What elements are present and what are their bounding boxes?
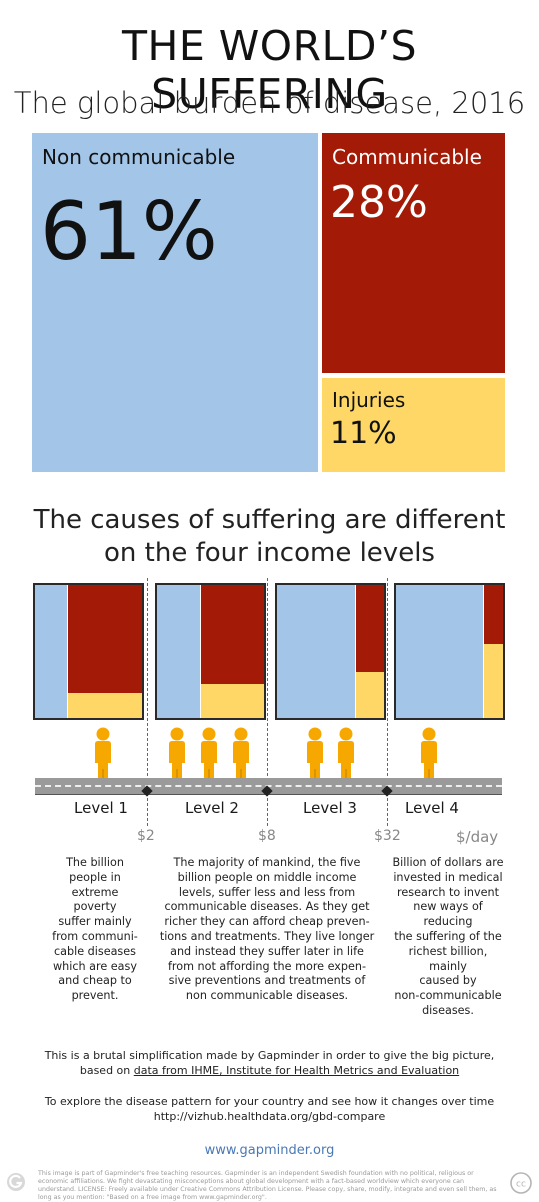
treemap-cell-injuries: Injuries 11% xyxy=(322,378,505,472)
license-credit-text: This image is part of Gapminder's free t… xyxy=(38,1170,497,1201)
gapminder-logo-icon xyxy=(7,1173,25,1191)
threshold-label-8: $8 xyxy=(258,828,276,844)
simplification-note: This is a brutal simplification made by … xyxy=(0,1048,539,1078)
page-subtitle: The global burden of disease, 2016 xyxy=(13,86,526,120)
threshold-unit-label: $/day xyxy=(456,828,499,846)
person-icon xyxy=(304,727,326,785)
income-panel-level-1 xyxy=(33,583,144,720)
page-title: THE WORLD’S SUFFERING xyxy=(121,22,418,118)
description-levels-2-3: The majority of mankind, the five billion… xyxy=(159,856,375,1003)
panel-segment-non-communicable xyxy=(277,585,355,718)
cc-label: cc xyxy=(516,1180,526,1190)
explore-note-line-1: To explore the disease pattern for your … xyxy=(44,1095,495,1108)
panel-segment-injuries xyxy=(68,693,142,718)
simplification-note-line-2: based on data from IHME, Institute for H… xyxy=(79,1064,460,1077)
person-icon xyxy=(418,727,440,785)
panel-segment-non-communicable xyxy=(396,585,483,718)
panel-segment-communicable xyxy=(68,585,142,693)
income-panel-level-3 xyxy=(275,583,386,720)
panel-segment-communicable xyxy=(201,585,264,684)
divider-line-1 xyxy=(147,578,148,826)
person-icon xyxy=(92,727,114,785)
explore-note: To explore the disease pattern for your … xyxy=(0,1094,539,1124)
person-icon xyxy=(335,727,357,785)
divider-line-3 xyxy=(387,578,388,826)
treemap-label-non-communicable: Non communicable xyxy=(42,145,236,169)
person-icon xyxy=(198,727,220,785)
explore-url-link[interactable]: http://vizhub.healthdata.org/gbd-compare xyxy=(153,1110,386,1123)
panel-segment-injuries xyxy=(201,684,264,718)
panel-segment-communicable xyxy=(356,585,384,672)
panel-segment-communicable xyxy=(484,585,503,644)
treemap-cell-communicable: Communicable 28% xyxy=(322,133,505,373)
section-heading: The causes of suffering are different on… xyxy=(0,504,539,570)
panel-segment-injuries xyxy=(484,644,503,718)
level-label-4: Level 4 xyxy=(405,799,459,817)
panel-segment-non-communicable xyxy=(35,585,67,718)
level-label-1: Level 1 xyxy=(74,799,128,817)
person-icon xyxy=(230,727,252,785)
section-heading-line-1: The causes of suffering are different xyxy=(33,505,506,535)
treemap-percent-communicable: 28% xyxy=(330,177,428,228)
treemap-label-injuries: Injuries xyxy=(332,388,406,412)
level-label-2: Level 2 xyxy=(185,799,239,817)
threshold-label-2: $2 xyxy=(137,828,155,844)
treemap-label-communicable: Communicable xyxy=(332,145,482,169)
description-level-1: The billion people in extreme poverty suff… xyxy=(52,856,138,1003)
treemap-percent-non-communicable: 61% xyxy=(40,185,218,278)
description-level-4: Billion of dollars are invested in medica… xyxy=(392,856,504,1017)
disease-burden-treemap: Non communicable 61% Communicable 28% In… xyxy=(32,133,505,472)
threshold-label-32: $32 xyxy=(374,828,401,844)
panel-segment-non-communicable xyxy=(157,585,200,718)
person-icon xyxy=(166,727,188,785)
level-label-3: Level 3 xyxy=(303,799,357,817)
panel-segment-injuries xyxy=(356,672,384,718)
treemap-percent-injuries: 11% xyxy=(330,416,397,451)
website-link[interactable]: www.gapminder.org xyxy=(204,1143,335,1158)
income-panel-level-4 xyxy=(394,583,505,720)
divider-line-2 xyxy=(267,578,268,826)
simplification-note-line-1: This is a brutal simplification made by … xyxy=(44,1049,495,1062)
treemap-cell-non-communicable: Non communicable 61% xyxy=(32,133,318,472)
creative-commons-icon: cc xyxy=(510,1172,532,1194)
income-panel-level-2 xyxy=(155,583,266,720)
section-heading-line-2: on the four income levels xyxy=(104,538,435,568)
ihme-data-link[interactable]: data from IHME, Institute for Health Met… xyxy=(133,1064,460,1077)
